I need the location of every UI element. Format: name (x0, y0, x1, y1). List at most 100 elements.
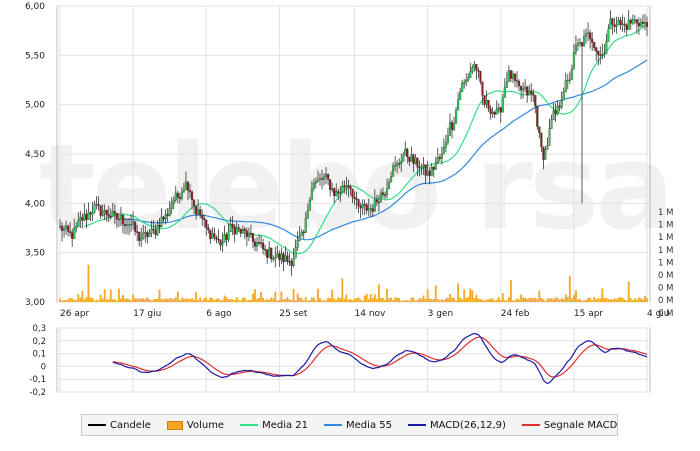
macd-signal-line (112, 336, 648, 378)
volume-bar (276, 300, 279, 302)
candle-body (499, 107, 502, 113)
candle-body (81, 217, 84, 221)
legend-item-media-21[interactable]: Media 21 (240, 420, 308, 431)
candle-body (556, 105, 559, 115)
volume-tick-label: 1 M (658, 258, 673, 268)
volume-bar (615, 299, 618, 302)
candle-body (125, 224, 129, 227)
candle-body (558, 105, 561, 108)
volume-bar (63, 300, 65, 302)
candle-body (298, 235, 301, 241)
candle-body (327, 174, 330, 180)
volume-bar (319, 297, 321, 302)
candle-body (156, 225, 159, 235)
candle-body (322, 176, 326, 180)
volume-bar (146, 297, 149, 302)
volume-bar (585, 299, 587, 302)
candle-body (205, 219, 208, 228)
volume-bar (418, 298, 421, 302)
candle-body (501, 97, 504, 113)
candle-body (241, 229, 244, 234)
volume-bar (231, 299, 234, 302)
legend-item-volume[interactable]: Volume (166, 420, 224, 431)
volume-bar (343, 298, 346, 302)
candle-body (296, 240, 299, 248)
candle-body (450, 122, 454, 130)
candle-body (213, 233, 216, 238)
candle-body (235, 227, 238, 235)
candle-body (79, 217, 82, 221)
candle-body (363, 204, 366, 206)
ma55-line (120, 59, 648, 241)
chart-legend: Candele Volume Media 21 Media 55 MACD(26… (81, 414, 618, 436)
volume-bar (583, 300, 585, 302)
candle-body (530, 90, 533, 94)
candle-body (101, 212, 104, 216)
candle-body (564, 80, 567, 93)
candle-body (452, 123, 456, 130)
volume-bar (77, 294, 80, 302)
legend-item-media-55[interactable]: Media 55 (324, 420, 392, 431)
candle-body (335, 191, 338, 196)
volume-bar (75, 299, 78, 302)
candle-body (211, 233, 214, 239)
volume-bar (280, 291, 283, 302)
candle-body (617, 20, 620, 26)
candle-body (115, 212, 118, 220)
candle-body (615, 24, 618, 27)
candle-body (329, 179, 332, 190)
candle-body (278, 253, 281, 261)
candle-body (459, 91, 462, 100)
candle-body (170, 203, 173, 209)
volume-bar (467, 297, 470, 302)
volume-bar (203, 298, 206, 302)
legend-item-macd[interactable]: MACD(26,12,9) (407, 420, 506, 431)
candle-body (483, 95, 486, 105)
candle-body (568, 79, 571, 81)
candle-body (67, 225, 70, 232)
candle-body (532, 93, 535, 96)
volume-bar (473, 298, 476, 302)
volume-bar (581, 300, 583, 302)
candle-body (286, 255, 289, 262)
x-tick-label: 25 set (279, 309, 308, 319)
candle-body (497, 107, 500, 110)
volume-bar (138, 298, 141, 302)
volume-bar (398, 297, 401, 302)
candle-body (253, 241, 257, 247)
legend-item-segnale-macd[interactable]: Segnale MACD (521, 420, 617, 431)
candle-body (487, 100, 490, 109)
candle-body (158, 225, 161, 228)
volume-bar (530, 297, 533, 302)
volume-bar (499, 300, 502, 302)
candle-body (591, 38, 594, 43)
legend-swatch (166, 420, 183, 430)
volume-bar (430, 299, 433, 302)
volume-bar (126, 298, 128, 302)
candle-body (207, 227, 210, 231)
volume-bar (453, 297, 455, 302)
volume-bar (335, 299, 338, 302)
volume-bar (160, 298, 163, 302)
x-tick-label: 24 feb (501, 309, 530, 319)
candle-body (511, 73, 514, 79)
candle-body (603, 53, 606, 55)
volume-bar (485, 299, 488, 302)
volume-bar (256, 299, 258, 302)
candle-body (237, 227, 240, 230)
macd-line (112, 332, 648, 385)
candle-body (528, 90, 531, 96)
volume-bar (327, 297, 330, 302)
volume-bar (373, 294, 376, 302)
candle-body (276, 253, 279, 258)
volume-bar (595, 299, 598, 302)
volume-bar (87, 264, 90, 302)
candle-body (489, 108, 492, 114)
candle-body (233, 226, 236, 235)
volume-bar (495, 299, 498, 302)
volume-bar (388, 298, 390, 302)
x-tick-label: 26 apr (60, 309, 90, 319)
volume-bar (522, 297, 525, 302)
legend-item-candele[interactable]: Candele (88, 420, 151, 431)
volume-bar (79, 297, 82, 302)
